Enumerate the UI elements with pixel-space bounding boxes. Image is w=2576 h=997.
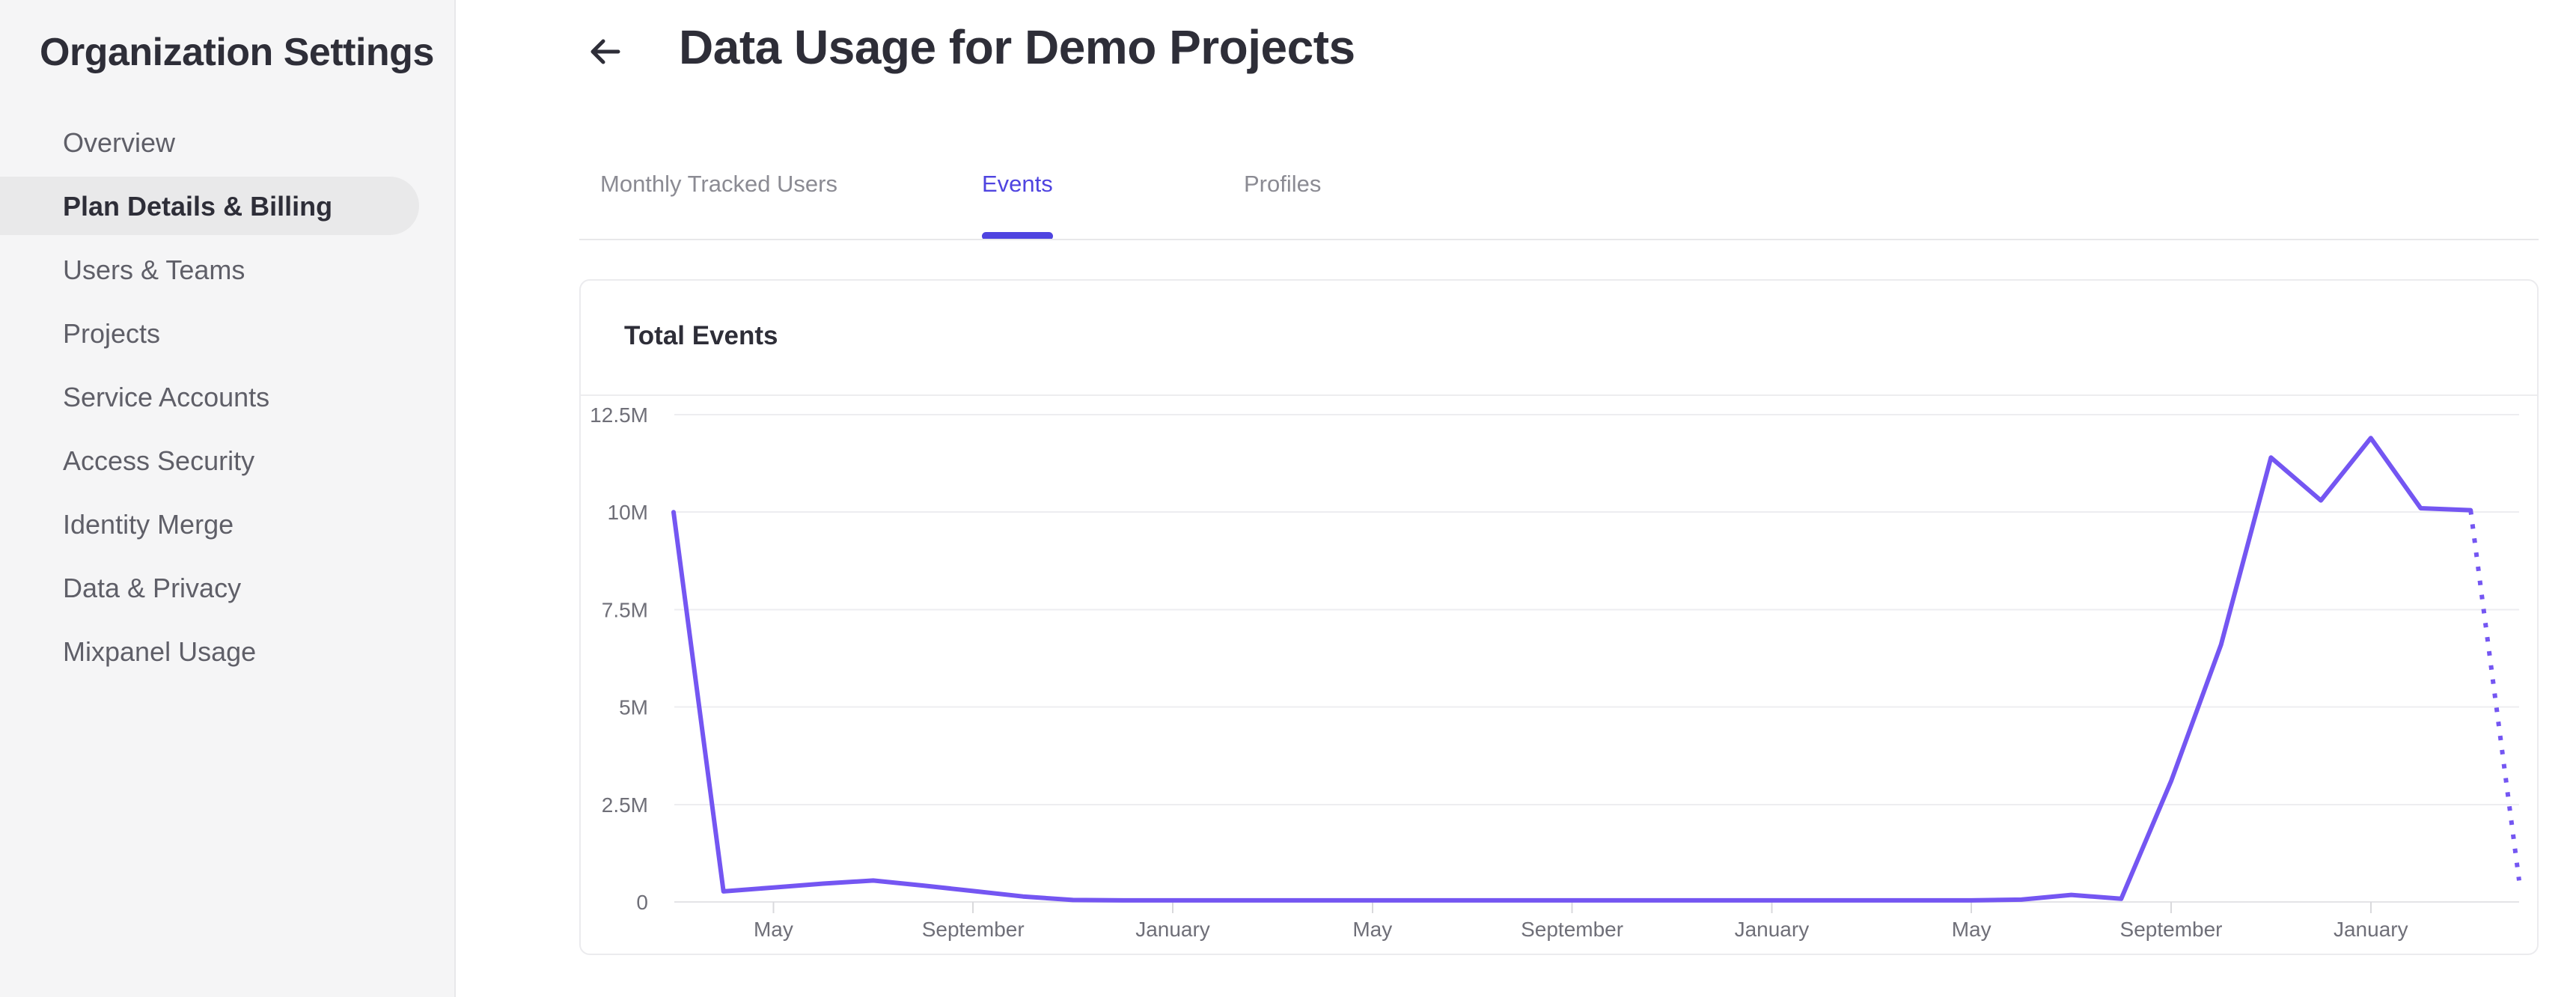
y-tick-label: 2.5M xyxy=(602,793,648,817)
events-line-projected xyxy=(2468,510,2521,881)
x-tick-label: May xyxy=(754,918,793,941)
x-tick-label: January xyxy=(1735,918,1810,941)
sidebar-item-label: Users & Teams xyxy=(63,254,245,285)
y-tick-label: 12.5M xyxy=(590,403,648,427)
x-tick-label: September xyxy=(1521,918,1623,941)
sidebar-item-label: Overview xyxy=(63,126,176,158)
tab-monthly-tracked-users[interactable]: Monthly Tracked Users xyxy=(600,166,837,240)
x-tick-label: September xyxy=(2120,918,2223,941)
sidebar-item-label: Access Security xyxy=(63,445,255,476)
tab-bar-divider xyxy=(579,239,2539,240)
page-title: Data Usage for Demo Projects xyxy=(679,20,1355,74)
sidebar-item-data-and-privacy[interactable]: Data & Privacy xyxy=(0,556,454,620)
x-tick-label: May xyxy=(1352,918,1392,941)
sidebar-item-label: Service Accounts xyxy=(63,381,270,412)
tab-label: Monthly Tracked Users xyxy=(600,171,837,197)
tab-label: Events xyxy=(982,171,1053,197)
sidebar-item-overview[interactable]: Overview xyxy=(0,111,454,174)
sidebar-item-identity-merge[interactable]: Identity Merge xyxy=(0,493,454,556)
sidebar-item-service-accounts[interactable]: Service Accounts xyxy=(0,365,454,429)
x-tick-label: January xyxy=(2334,918,2408,941)
x-tick-label: September xyxy=(922,918,1025,941)
sidebar-item-plan-details-and-billing[interactable]: Plan Details & Billing xyxy=(0,174,454,238)
sidebar-item-label: Projects xyxy=(63,317,161,349)
tab-label: Profiles xyxy=(1244,171,1322,197)
chart-area: 12.5M 10M 7.5M 5M 2.5M 0 May September January Ma… xyxy=(581,396,2537,954)
tab-profiles[interactable]: Profiles xyxy=(1244,166,1321,240)
x-tick-label: January xyxy=(1135,918,1210,941)
sidebar-item-projects[interactable]: Projects xyxy=(0,302,454,365)
sidebar-item-access-security[interactable]: Access Security xyxy=(0,429,454,493)
axis-labels: 12.5M 10M 7.5M 5M 2.5M 0 May September January Ma… xyxy=(590,403,2408,941)
sidebar: Organization Settings Overview Plan Detai… xyxy=(0,0,456,997)
total-events-card: Total Events 12.5M 10M 7.5M 5M 2.5M 0 May Septe… xyxy=(579,279,2539,955)
x-tick-label: May xyxy=(1952,918,1991,941)
left-arrow-icon xyxy=(585,39,627,75)
chart-title: Total Events xyxy=(624,321,778,350)
sidebar-item-label: Plan Details & Billing xyxy=(63,190,333,222)
sidebar-item-mixpanel-usage[interactable]: Mixpanel Usage xyxy=(0,620,454,683)
y-tick-label: 0 xyxy=(636,891,648,914)
y-tick-label: 10M xyxy=(608,501,648,524)
events-line-actual xyxy=(671,436,2473,903)
y-tick-label: 5M xyxy=(619,696,648,719)
sidebar-item-users-and-teams[interactable]: Users & Teams xyxy=(0,238,454,302)
card-divider xyxy=(581,394,2537,396)
y-tick-label: 7.5M xyxy=(602,598,648,621)
events-chart[interactable]: 12.5M 10M 7.5M 5M 2.5M 0 May September January Ma… xyxy=(581,396,2537,954)
sidebar-item-label: Data & Privacy xyxy=(63,572,242,603)
sidebar-item-label: Mixpanel Usage xyxy=(63,635,257,667)
y-gridlines xyxy=(674,414,2519,913)
sidebar-nav: Overview Plan Details & Billing Users & Te… xyxy=(0,111,454,683)
back-button[interactable] xyxy=(584,30,629,75)
tab-events[interactable]: Events xyxy=(982,166,1053,240)
tab-bar: Monthly Tracked Users Events Profiles xyxy=(0,166,2576,240)
sidebar-item-label: Identity Merge xyxy=(63,508,234,540)
sidebar-title: Organization Settings xyxy=(40,31,434,74)
